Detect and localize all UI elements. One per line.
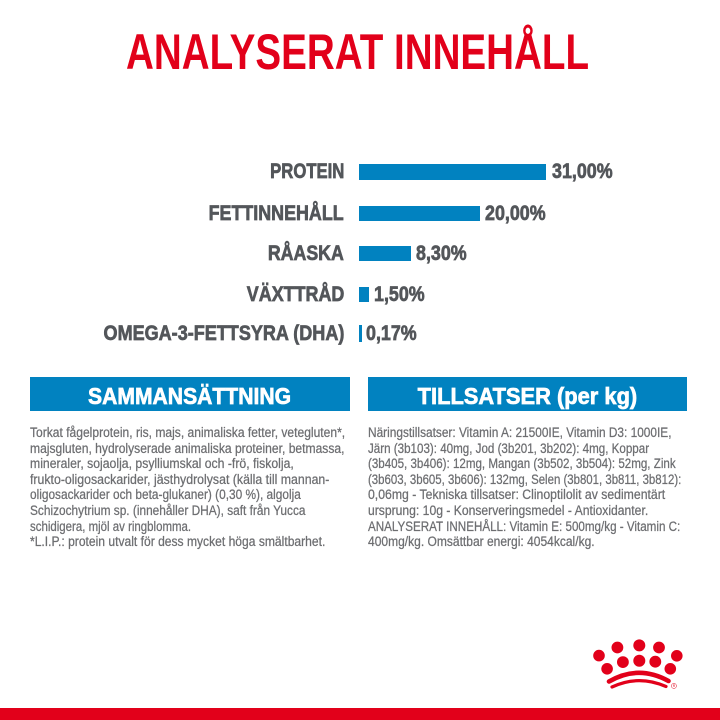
svg-text:R: R — [673, 684, 676, 688]
